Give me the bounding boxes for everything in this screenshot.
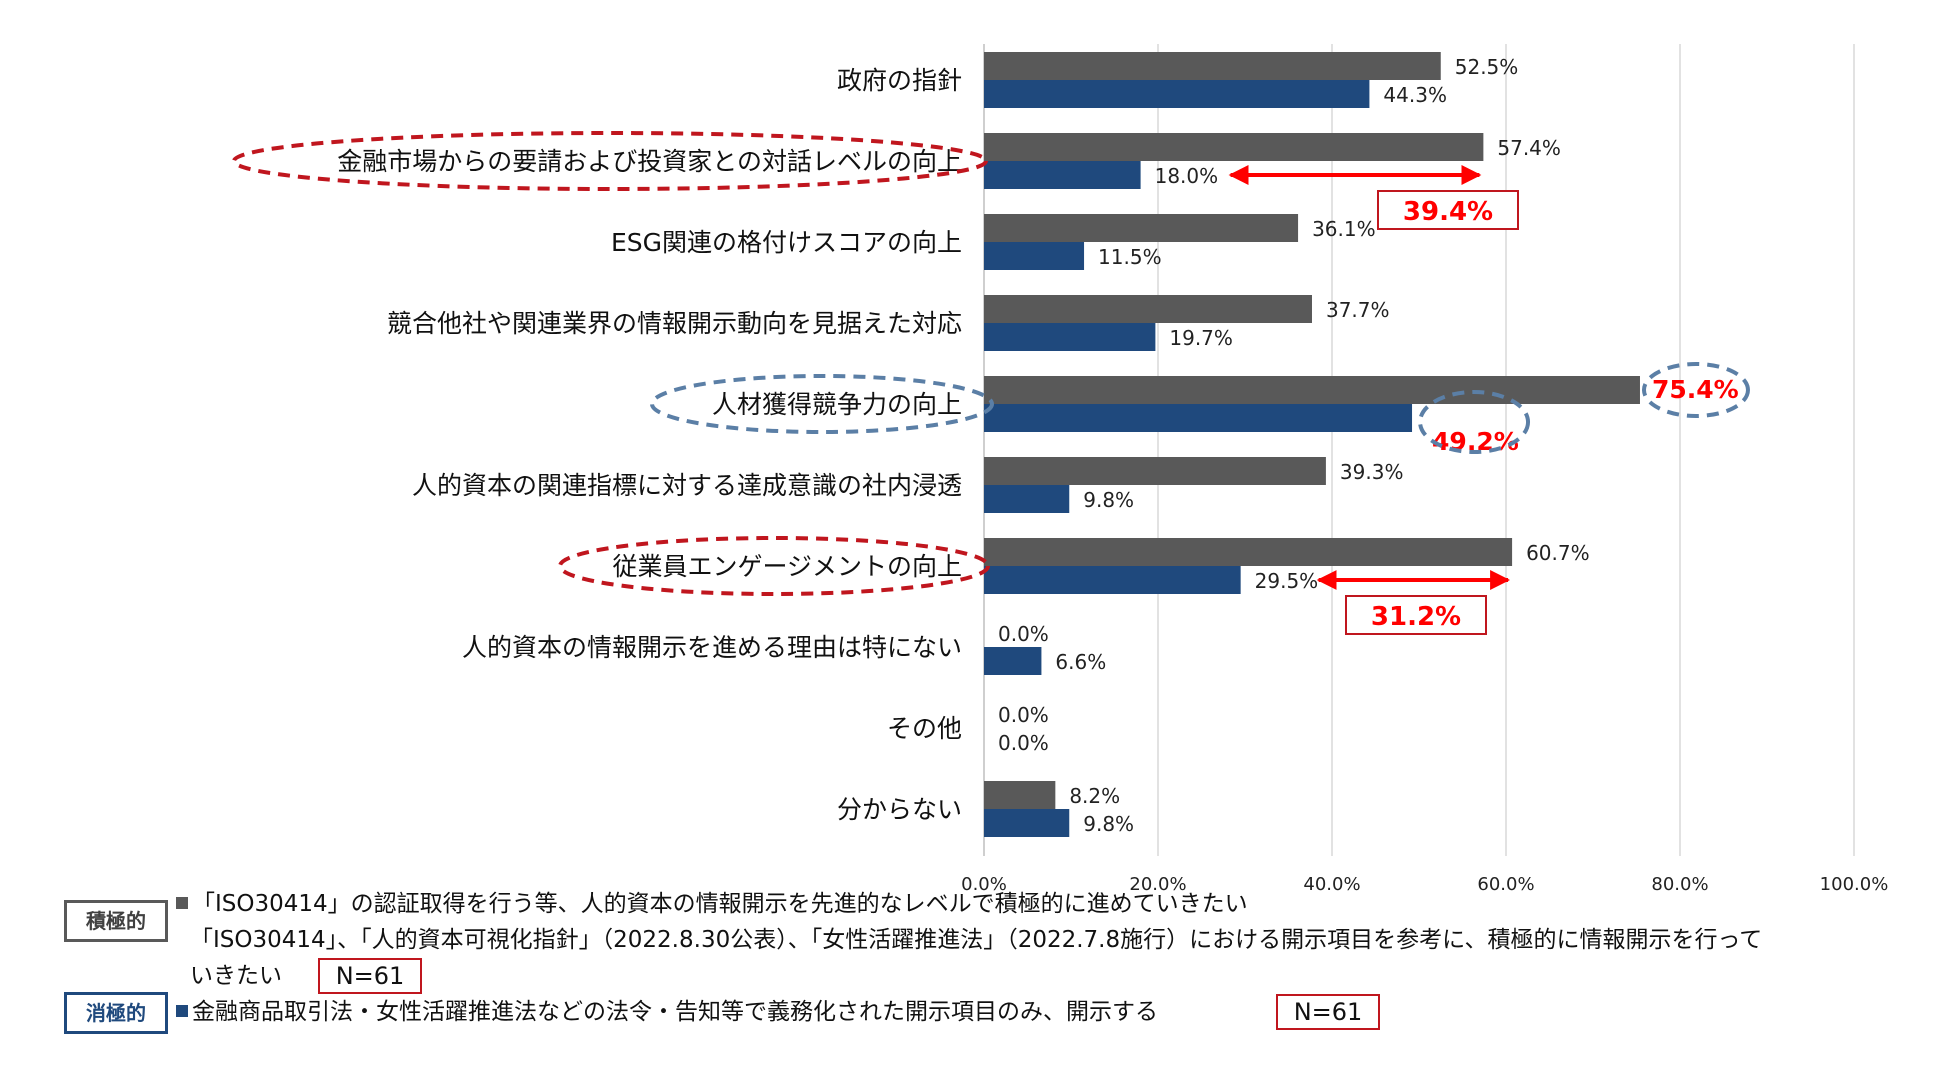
data-label-positive: 36.1% xyxy=(1312,217,1376,241)
highlight-ellipse-value xyxy=(1641,362,1750,418)
legend-negative-text: 金融商品取引法・女性活躍推進法などの法令・告知等で義務化された開示項目のみ、開示… xyxy=(192,999,1158,1025)
bar-positive xyxy=(984,781,1056,809)
data-label-positive: 8.2% xyxy=(1069,784,1120,808)
x-tick-label: 80.0% xyxy=(1651,874,1708,895)
data-label-negative: 11.5% xyxy=(1098,245,1162,269)
bar-negative xyxy=(984,323,1156,351)
legend-positive-n: N=61 xyxy=(318,958,422,994)
bar-positive xyxy=(984,295,1312,323)
bar-negative xyxy=(984,161,1141,189)
data-label-negative: 0.0% xyxy=(998,731,1049,755)
data-label-negative: 6.6% xyxy=(1055,650,1106,674)
legend-positive-line-1: 「ISO30414」の認証取得を行う等、人的資本の情報開示を先進的なレベルで積極… xyxy=(176,886,1248,922)
category-label: 分からない xyxy=(837,795,962,824)
category-label: ESG関連の格付けスコアの向上 xyxy=(611,228,962,257)
category-label: 金融市場からの要請および投資家との対話レベルの向上 xyxy=(337,147,962,176)
x-tick-label: 0.0% xyxy=(961,874,1007,895)
category-label: 人的資本の関連指標に対する達成意識の社内浸透 xyxy=(412,471,962,500)
gap-label: 31.2% xyxy=(1371,602,1461,632)
data-label-positive: 57.4% xyxy=(1497,136,1561,160)
gap-box xyxy=(1377,190,1519,230)
data-label-positive: 0.0% xyxy=(998,703,1049,727)
bar-negative xyxy=(984,485,1070,513)
legend-positive-text-1: 「ISO30414」の認証取得を行う等、人的資本の情報開示を先進的なレベルで積極… xyxy=(192,891,1248,917)
bar-negative xyxy=(984,404,1413,432)
bar-negative xyxy=(984,80,1370,108)
highlight-ellipse xyxy=(650,374,994,434)
highlight-ellipse xyxy=(558,536,990,596)
bar-positive xyxy=(984,376,1640,404)
legend-badge-negative: 消極的 xyxy=(64,992,168,1034)
bar-negative xyxy=(984,242,1085,270)
bar-positive xyxy=(984,538,1513,566)
data-label-positive: 37.7% xyxy=(1326,298,1390,322)
category-label: 競合他社や関連業界の情報開示動向を見据えた対応 xyxy=(387,309,962,338)
legend-positive-line-3: いきたい xyxy=(190,963,282,989)
gap-box xyxy=(1345,595,1487,635)
category-label: その他 xyxy=(887,714,962,743)
bar-positive xyxy=(984,133,1484,161)
data-label-negative: 44.3% xyxy=(1383,83,1447,107)
bar-positive xyxy=(984,52,1441,80)
x-tick-label: 60.0% xyxy=(1477,874,1534,895)
legend-negative-n: N=61 xyxy=(1276,994,1380,1030)
x-tick-label: 40.0% xyxy=(1303,874,1360,895)
data-label-positive: 39.3% xyxy=(1340,460,1404,484)
category-label: 政府の指針 xyxy=(837,66,962,95)
legend-negative-line: 金融商品取引法・女性活躍推進法などの法令・告知等で義務化された開示項目のみ、開示… xyxy=(176,994,1158,1030)
bar-negative xyxy=(984,647,1042,675)
data-label-negative: 19.7% xyxy=(1169,326,1233,350)
category-label: 人材獲得競争力の向上 xyxy=(712,390,962,419)
highlight-ellipse xyxy=(232,131,988,191)
highlight-ellipse-value xyxy=(1418,390,1531,454)
legend-square-positive xyxy=(176,897,188,909)
data-label-positive: 60.7% xyxy=(1526,541,1590,565)
category-label: 従業員エンゲージメントの向上 xyxy=(612,552,962,581)
bar-positive xyxy=(984,214,1299,242)
data-label-negative: 9.8% xyxy=(1083,488,1134,512)
data-label-negative: 18.0% xyxy=(1155,164,1219,188)
gap-label: 39.4% xyxy=(1403,197,1493,227)
legend-positive-line-2: 「ISO30414」、「人的資本可視化指針」（2022.8.30公表）、「女性活… xyxy=(190,927,1763,953)
data-label-positive: 52.5% xyxy=(1455,55,1519,79)
legend-badge-positive: 積極的 xyxy=(64,900,168,942)
data-label-positive: 75.4% xyxy=(1652,375,1739,404)
x-tick-label: 100.0% xyxy=(1820,874,1889,895)
data-label-negative: 29.5% xyxy=(1255,569,1319,593)
category-label: 人的資本の情報開示を進める理由は特にない xyxy=(462,633,962,662)
x-tick-label: 20.0% xyxy=(1129,874,1186,895)
data-label-positive: 0.0% xyxy=(998,622,1049,646)
bar-negative xyxy=(984,809,1070,837)
bar-positive xyxy=(984,457,1326,485)
legend-square-negative xyxy=(176,1005,188,1017)
bar-negative xyxy=(984,566,1241,594)
data-label-negative: 9.8% xyxy=(1083,812,1134,836)
